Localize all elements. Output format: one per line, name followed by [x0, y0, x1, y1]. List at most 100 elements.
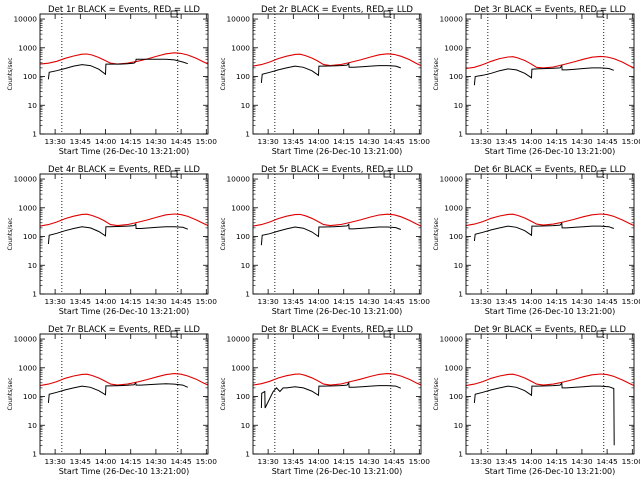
y-tick-label: 10000 [439, 175, 463, 184]
x-tick-label: 13:45 [496, 457, 518, 466]
events-series-line [260, 62, 401, 83]
y-tick-label: 10000 [13, 335, 37, 344]
x-tick-label: 13:30 [44, 297, 66, 306]
plot-frame [465, 333, 635, 455]
y-axis-label: Counts/sec [7, 217, 14, 250]
plot-frame [465, 173, 635, 295]
y-tick-label: 1 [458, 130, 463, 139]
y-tick-label: 10000 [13, 15, 37, 24]
x-axis-label: Start Time (26-Dec-10 13:21:00) [272, 467, 403, 476]
events-series-line [47, 381, 189, 403]
panel-title: Det 1r BLACK = Events, RED = LLD [48, 5, 200, 15]
x-tick-label: 15:00 [196, 137, 218, 146]
x-tick-label: 14:15 [333, 457, 355, 466]
plot-frame [465, 13, 635, 135]
y-tick-label: 100 [236, 392, 250, 401]
lld-series-line [40, 373, 208, 387]
y-tick-label: 1000 [18, 43, 37, 52]
plot-frame [39, 333, 209, 455]
plot-frame [252, 173, 422, 295]
y-tick-label: 10 [241, 261, 251, 270]
x-tick-label: 15:00 [196, 457, 218, 466]
y-tick-label: 100 [449, 392, 463, 401]
y-axis-label: Counts/sec [433, 217, 440, 250]
panel-4: Det 4r BLACK = Events, RED = LLD Counts/s… [7, 165, 217, 316]
y-tick-label: 1 [458, 290, 463, 299]
x-tick-label: 15:00 [409, 137, 431, 146]
y-tick-label: 1000 [18, 363, 37, 372]
y-tick-label: 10 [241, 421, 251, 430]
events-series-line [473, 381, 615, 446]
panel-title: Det 8r BLACK = Events, RED = LLD [261, 325, 413, 335]
x-tick-label: 14:30 [571, 457, 593, 466]
lld-series-line [466, 373, 634, 387]
plot-frame [252, 333, 422, 455]
y-tick-label: 10 [454, 261, 464, 270]
x-axis-label: Start Time (26-Dec-10 13:21:00) [272, 147, 403, 156]
lld-series-line [466, 55, 634, 70]
x-tick-label: 14:15 [120, 457, 142, 466]
y-tick-label: 10000 [226, 335, 250, 344]
y-tick-label: 1 [32, 290, 37, 299]
x-tick-label: 14:45 [170, 457, 192, 466]
events-series-line [47, 223, 188, 245]
x-tick-label: 15:00 [622, 457, 640, 466]
x-tick-label: 14:30 [358, 457, 380, 466]
y-axis-label: Counts/sec [220, 217, 227, 250]
x-tick-label: 14:45 [170, 137, 192, 146]
panel-6: Det 6r BLACK = Events, RED = LLD Counts/s… [433, 165, 640, 316]
y-tick-label: 100 [449, 232, 463, 241]
y-tick-label: 100 [23, 392, 37, 401]
x-tick-label: 14:00 [95, 137, 117, 146]
x-tick-label: 14:00 [521, 457, 543, 466]
x-tick-label: 14:15 [546, 137, 568, 146]
y-tick-label: 10000 [226, 175, 250, 184]
x-tick-label: 15:00 [622, 297, 640, 306]
x-tick-label: 13:30 [257, 137, 279, 146]
x-tick-label: 14:30 [145, 457, 167, 466]
x-tick-label: 13:45 [496, 137, 518, 146]
panel-1: Det 1r BLACK = Events, RED = LLD Counts/s… [7, 5, 217, 156]
x-tick-label: 14:30 [145, 297, 167, 306]
x-tick-label: 13:45 [283, 297, 305, 306]
x-axis-label: Start Time (26-Dec-10 13:21:00) [59, 307, 190, 316]
x-tick-label: 14:00 [95, 457, 117, 466]
x-tick-label: 14:45 [596, 457, 618, 466]
lld-series-line [40, 213, 208, 227]
events-series-line [47, 58, 188, 80]
y-tick-label: 10 [28, 101, 38, 110]
x-tick-label: 15:00 [196, 297, 218, 306]
x-axis-label: Start Time (26-Dec-10 13:21:00) [485, 467, 616, 476]
x-tick-label: 14:00 [308, 457, 330, 466]
y-axis-label: Counts/sec [433, 377, 440, 410]
y-tick-label: 1000 [444, 203, 463, 212]
x-tick-label: 13:30 [44, 457, 66, 466]
x-tick-label: 14:00 [308, 137, 330, 146]
x-tick-label: 14:15 [120, 137, 142, 146]
y-tick-label: 1 [32, 450, 37, 459]
panel-title: Det 4r BLACK = Events, RED = LLD [48, 165, 200, 175]
y-tick-label: 1000 [444, 363, 463, 372]
y-tick-label: 10 [28, 421, 38, 430]
x-tick-label: 14:00 [521, 137, 543, 146]
x-axis-label: Start Time (26-Dec-10 13:21:00) [485, 307, 616, 316]
plot-frame [39, 173, 209, 295]
lld-series-line [466, 213, 634, 227]
panel-title: Det 3r BLACK = Events, RED = LLD [474, 5, 626, 15]
x-tick-label: 14:30 [571, 297, 593, 306]
y-tick-label: 10 [28, 261, 38, 270]
x-tick-label: 14:45 [383, 137, 405, 146]
y-tick-label: 1 [245, 290, 250, 299]
x-tick-label: 13:30 [257, 457, 279, 466]
y-tick-label: 100 [236, 232, 250, 241]
x-tick-label: 14:45 [596, 137, 618, 146]
x-tick-label: 13:30 [470, 137, 492, 146]
y-tick-label: 100 [236, 72, 250, 81]
y-tick-label: 1000 [231, 43, 250, 52]
lld-series-line [253, 373, 421, 386]
x-tick-label: 14:00 [521, 297, 543, 306]
x-tick-label: 14:30 [358, 297, 380, 306]
panel-title: Det 9r BLACK = Events, RED = LLD [474, 325, 626, 335]
events-series-line [260, 381, 401, 409]
